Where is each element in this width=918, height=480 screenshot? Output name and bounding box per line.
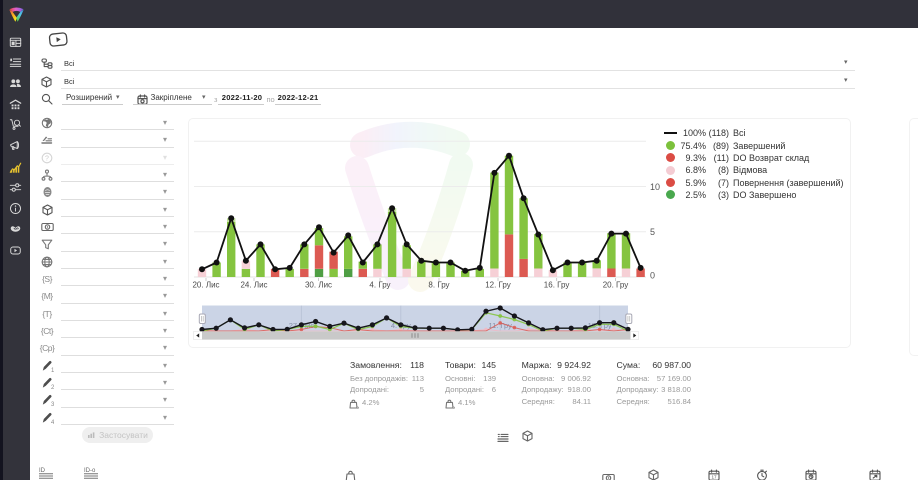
svg-text:3: 3 [51,402,54,406]
svg-text:ID-o: ID-o [84,468,96,474]
svg-text:4. Гру: 4. Гру [369,281,390,290]
svg-text:20. Лис: 20. Лис [192,281,219,290]
svg-text:5: 5 [650,227,655,237]
svg-text:2: 2 [51,385,54,389]
svg-text:30. Лис: 30. Лис [305,281,332,290]
svg-text:?: ? [45,155,49,162]
svg-text:x: x [357,405,359,409]
svg-text:10: 10 [650,182,660,192]
svg-text:20. Гру: 20. Гру [603,281,629,290]
svg-text:4: 4 [51,419,54,423]
svg-text:x: x [453,405,455,409]
svg-text:24. Лис: 24. Лис [240,281,267,290]
svg-text:0: 0 [650,271,655,281]
svg-text:12. Гру: 12. Гру [485,281,511,290]
svg-text:17: 17 [711,474,717,479]
svg-text:1: 1 [51,367,54,371]
svg-text:11. Гру: 11. Гру [488,321,512,330]
svg-text:ID: ID [39,468,46,474]
svg-text:16. Гру: 16. Гру [544,281,570,290]
svg-text:8. Гру: 8. Гру [428,281,449,290]
